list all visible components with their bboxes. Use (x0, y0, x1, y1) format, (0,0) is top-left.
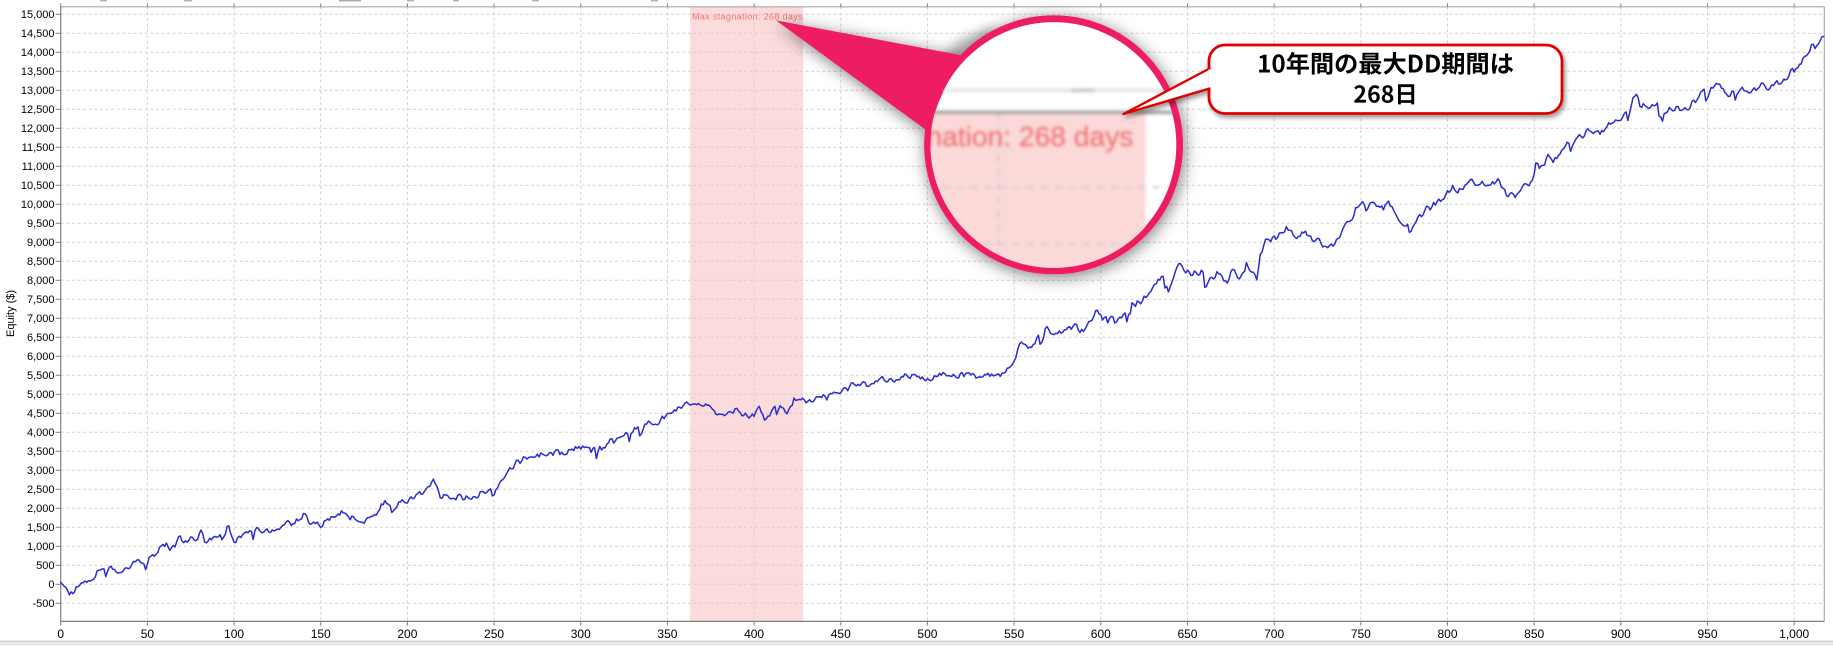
svg-text:5,000: 5,000 (27, 389, 55, 401)
svg-text:900: 900 (1611, 627, 1631, 641)
svg-text:950: 950 (1698, 627, 1718, 641)
svg-text:200: 200 (397, 627, 417, 641)
svg-text:450: 450 (831, 627, 851, 641)
svg-text:8,000: 8,000 (27, 275, 55, 287)
svg-text:1,500: 1,500 (27, 522, 55, 534)
svg-text:0: 0 (57, 627, 64, 641)
svg-text:250: 250 (484, 627, 504, 641)
svg-text:11,000: 11,000 (22, 161, 55, 173)
svg-text:3,000: 3,000 (27, 465, 55, 477)
svg-text:14,500: 14,500 (21, 28, 55, 40)
svg-text:15,000: 15,000 (21, 9, 55, 21)
svg-text:13,500: 13,500 (21, 66, 55, 78)
svg-text:7,000: 7,000 (27, 313, 55, 325)
svg-text:Equity ($): Equity ($) (5, 290, 17, 337)
svg-text:7,500: 7,500 (27, 294, 55, 306)
svg-text:800: 800 (1437, 627, 1457, 641)
svg-text:850: 850 (1524, 627, 1544, 641)
svg-text:300: 300 (571, 627, 591, 641)
svg-text:550: 550 (1004, 627, 1024, 641)
svg-text:700: 700 (1264, 627, 1284, 641)
svg-text:Max stagnation: 268 days: Max stagnation: 268 days (692, 12, 803, 22)
svg-text:14,000: 14,000 (21, 47, 55, 59)
svg-text:650: 650 (1177, 627, 1197, 641)
svg-text:500: 500 (36, 560, 54, 572)
svg-text:10,500: 10,500 (21, 180, 55, 192)
svg-text:1,000: 1,000 (1779, 627, 1809, 641)
svg-text:6,000: 6,000 (27, 351, 55, 363)
svg-text:9,500: 9,500 (27, 218, 55, 230)
svg-text:2,500: 2,500 (27, 484, 55, 496)
svg-text:2,000: 2,000 (27, 503, 55, 515)
svg-text:4,500: 4,500 (27, 408, 55, 420)
svg-text:6,500: 6,500 (27, 332, 55, 344)
svg-text:400: 400 (744, 627, 764, 641)
svg-text:9,000: 9,000 (27, 237, 55, 249)
svg-text:12,000: 12,000 (21, 123, 55, 135)
svg-text:Max stagnation: 268 days: Max stagnation: 268 days (812, 120, 1133, 152)
svg-text:100: 100 (224, 627, 244, 641)
svg-text:350: 350 (657, 627, 677, 641)
svg-text:8,500: 8,500 (27, 256, 55, 268)
svg-text:13,000: 13,000 (21, 85, 55, 97)
svg-text:5,500: 5,500 (27, 370, 55, 382)
svg-text:-500: -500 (32, 598, 54, 610)
svg-text:12,500: 12,500 (21, 104, 55, 116)
svg-text:50: 50 (141, 627, 155, 641)
svg-text:750: 750 (1351, 627, 1371, 641)
svg-text:500: 500 (917, 627, 937, 641)
svg-text:150: 150 (311, 627, 331, 641)
svg-text:10,000: 10,000 (21, 199, 55, 211)
svg-text:600: 600 (1091, 627, 1111, 641)
svg-text:4,000: 4,000 (27, 427, 55, 439)
svg-text:0: 0 (48, 579, 54, 591)
svg-text:3,500: 3,500 (27, 446, 55, 458)
svg-text:1,000: 1,000 (27, 541, 55, 553)
svg-text:11,500: 11,500 (22, 142, 55, 154)
